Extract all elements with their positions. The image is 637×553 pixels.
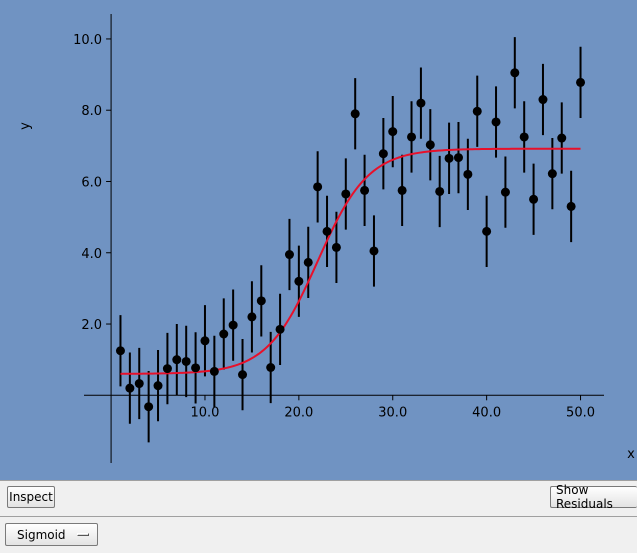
y-axis-title: y (18, 122, 33, 130)
data-point (181, 356, 191, 366)
data-point (529, 194, 539, 204)
data-point (228, 320, 238, 330)
y-tick-label: 10.0 (73, 33, 102, 48)
data-point (209, 366, 219, 376)
data-point (425, 140, 435, 150)
option-menu-indicator-icon (77, 533, 89, 536)
x-tick-label: 30.0 (378, 405, 407, 420)
data-point (378, 149, 388, 159)
data-point (463, 169, 473, 179)
data-point (322, 226, 332, 236)
model-select-value: Sigmoid (17, 527, 66, 542)
data-point (500, 187, 510, 197)
data-point (472, 106, 482, 116)
data-point (162, 364, 172, 374)
data-point (134, 379, 144, 389)
sigmoid-fit-curve (120, 147, 581, 375)
separator-top (0, 480, 637, 481)
data-point (200, 336, 210, 346)
data-point (444, 153, 454, 163)
data-point (341, 189, 351, 199)
data-point (557, 133, 567, 143)
x-tick-label: 40.0 (472, 405, 501, 420)
data-point (519, 132, 529, 142)
data-point (313, 182, 323, 192)
data-point (172, 355, 182, 365)
data-point (256, 296, 266, 306)
data-point (407, 132, 417, 142)
data-point (144, 402, 154, 412)
axes (84, 14, 604, 463)
data-point (388, 127, 398, 137)
data-point (566, 201, 576, 211)
data-point (266, 362, 276, 372)
data-point (547, 169, 557, 179)
y-tick-label: 2.0 (81, 318, 102, 333)
x-tick-label: 10.0 (190, 405, 219, 420)
data-point (350, 109, 360, 119)
data-point (219, 329, 229, 339)
separator-middle (0, 516, 637, 517)
data-point (397, 185, 407, 195)
x-tick-label: 50.0 (566, 405, 595, 420)
fit-curve-layer (120, 147, 581, 375)
data-point (435, 186, 445, 196)
data-point (331, 242, 341, 252)
data-point (284, 250, 294, 260)
data-points (115, 68, 586, 412)
y-tick-label: 6.0 (81, 175, 102, 190)
data-point (491, 117, 501, 127)
data-point (303, 257, 313, 267)
data-point (510, 68, 520, 78)
data-point (275, 324, 285, 334)
model-select[interactable]: Sigmoid (5, 523, 98, 546)
y-tick-label: 8.0 (81, 104, 102, 119)
control-bar: Inspect Show Residuals Sigmoid (0, 480, 637, 553)
data-point (369, 246, 379, 256)
x-axis-title: x (627, 447, 635, 462)
data-point (576, 77, 586, 87)
data-point (191, 363, 201, 373)
show-residuals-button[interactable]: Show Residuals (550, 483, 637, 511)
data-point (238, 370, 248, 380)
data-point (538, 95, 548, 105)
data-point (416, 98, 426, 108)
tick-labels: 10.0 20.0 30.0 40.0 50.0 2.0 4.0 6.0 8.0 10.0 x y (18, 33, 635, 462)
data-point (294, 276, 304, 286)
plot-area[interactable]: 10.0 20.0 30.0 40.0 50.0 2.0 4.0 6.0 8.0 10.0 x y (0, 0, 637, 480)
data-point (482, 226, 492, 236)
inspect-button[interactable]: Inspect (7, 486, 55, 508)
data-point (153, 381, 163, 391)
data-point (453, 153, 463, 163)
data-point (115, 346, 125, 356)
y-tick-label: 4.0 (81, 247, 102, 262)
error-bars (119, 37, 582, 443)
data-point (247, 312, 257, 322)
data-point (360, 185, 370, 195)
x-tick-label: 20.0 (284, 405, 313, 420)
data-point (125, 383, 135, 393)
sigmoid-fit-chart: 10.0 20.0 30.0 40.0 50.0 2.0 4.0 6.0 8.0 10.0 x y (18, 14, 635, 463)
